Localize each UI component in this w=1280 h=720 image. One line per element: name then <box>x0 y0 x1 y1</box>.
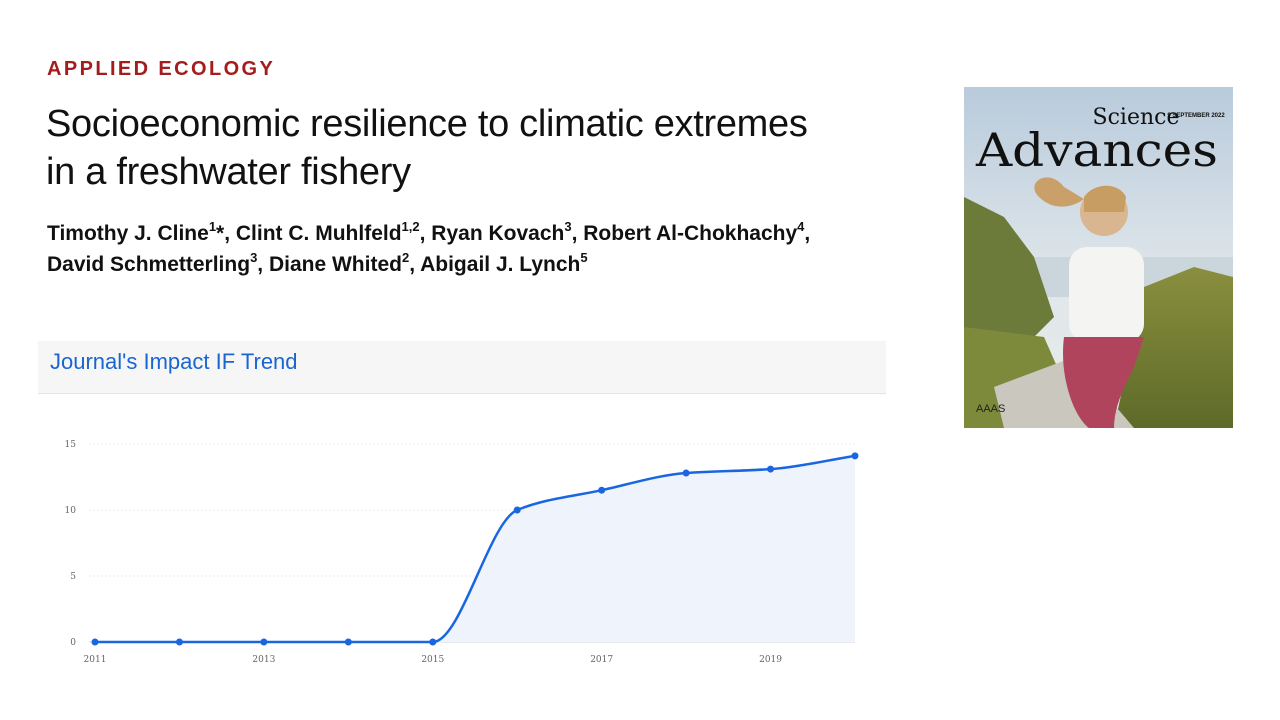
data-point <box>767 465 775 473</box>
author-name[interactable]: Ryan Kovach <box>431 222 565 245</box>
impact-factor-chart: 0 5 10 15 2011 2013 2015 2017 2019 <box>65 440 859 665</box>
author-separator: , <box>804 222 811 245</box>
data-point <box>682 469 690 477</box>
section-label: APPLIED ECOLOGY <box>47 58 276 80</box>
cover-leggings <box>1063 337 1144 428</box>
cover-journal-line-1: Science <box>1093 105 1180 130</box>
author-separator: , <box>419 222 432 245</box>
author-affiliation: 3 <box>564 219 572 234</box>
impact-factor-title: Journal's Impact IF Trend <box>50 349 298 374</box>
x-tick-label: 2015 <box>421 655 444 665</box>
author-name[interactable]: Timothy J. Cline <box>47 222 209 245</box>
data-point <box>851 452 859 460</box>
x-tick-label: 2019 <box>759 655 782 665</box>
article-title-line-2: in a freshwater fishery <box>46 151 411 193</box>
author-affiliation: 5 <box>580 250 588 265</box>
cover-journal-line-2: Advances <box>975 123 1218 177</box>
author-affiliation: 2 <box>401 250 410 265</box>
series-line <box>95 454 856 644</box>
author-line-2: David Schmetterling3, Diane Whited2, Abi… <box>47 249 947 280</box>
author-name[interactable]: Abigail J. Lynch <box>420 253 581 276</box>
author-name[interactable]: Diane Whited <box>268 253 402 276</box>
cover-hair <box>1034 177 1084 207</box>
y-tick-label: 0 <box>70 638 76 648</box>
cover-illustration: Science Advances 9 SEPTEMBER 2022 AAAS <box>964 87 1233 428</box>
data-point <box>429 638 437 646</box>
x-tick-label: 2017 <box>590 655 613 665</box>
journal-cover-image[interactable]: Science Advances 9 SEPTEMBER 2022 AAAS <box>964 87 1233 428</box>
cover-shirt <box>1069 247 1144 342</box>
cover-hill-left <box>964 197 1054 357</box>
x-tick-label: 2013 <box>252 655 275 665</box>
data-point <box>91 638 99 646</box>
author-list: Timothy J. Cline1*, Clint C. Muhlfeld1,2… <box>47 218 947 280</box>
cover-date: 9 SEPTEMBER 2022 <box>1167 113 1225 119</box>
data-point <box>513 506 521 514</box>
author-name[interactable]: Robert Al-Chokhachy <box>583 222 798 245</box>
data-point <box>260 638 268 646</box>
impact-factor-header: Journal's Impact IF Trend <box>38 341 886 394</box>
y-tick-label: 10 <box>65 506 77 516</box>
x-tick-label: 2011 <box>84 655 107 665</box>
article-title: Socioeconomic resilience to climatic ext… <box>46 100 946 196</box>
author-separator: , <box>571 222 584 245</box>
author-line-1: Timothy J. Cline1*, Clint C. Muhlfeld1,2… <box>47 218 947 249</box>
author-name[interactable]: David Schmetterling <box>47 253 251 276</box>
data-point <box>175 638 183 646</box>
series-area <box>95 455 855 642</box>
author-separator: *, <box>216 222 236 245</box>
author-separator: , <box>257 253 269 276</box>
y-tick-label: 15 <box>65 440 77 450</box>
article-title-line-1: Socioeconomic resilience to climatic ext… <box>46 103 808 145</box>
author-affiliation: 3 <box>250 250 258 265</box>
cover-hair-top <box>1084 185 1126 212</box>
data-point <box>344 638 352 646</box>
author-affiliation: 1,2 <box>401 219 420 234</box>
author-separator: , <box>409 253 421 276</box>
author-affiliation: 4 <box>797 219 805 234</box>
y-tick-label: 5 <box>70 572 76 582</box>
author-name[interactable]: Clint C. Muhlfeld <box>235 222 402 245</box>
data-point <box>598 486 606 494</box>
author-affiliation: 1 <box>208 219 217 234</box>
cover-publisher: AAAS <box>976 403 1005 415</box>
